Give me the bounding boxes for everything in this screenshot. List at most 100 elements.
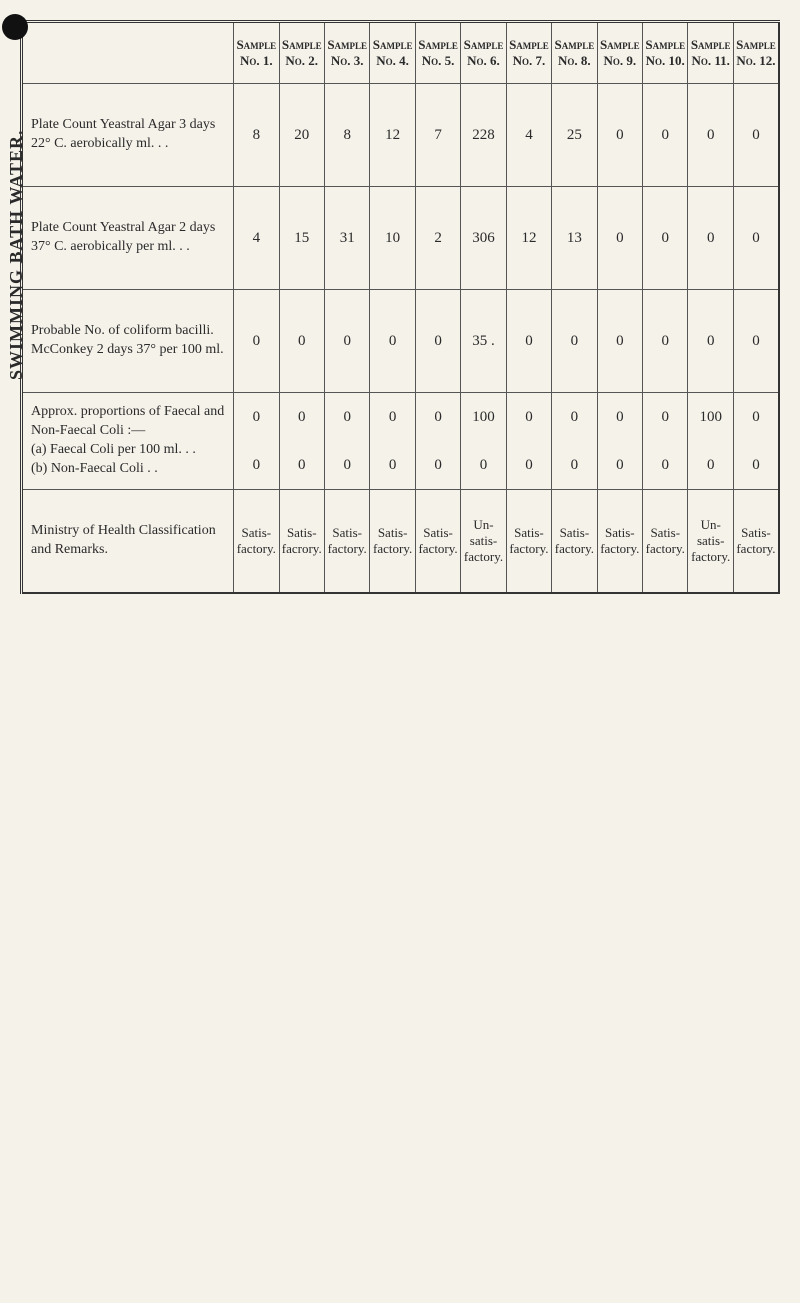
cell: 35 . [461, 290, 506, 393]
col-head: SampleNo. 8. [552, 22, 597, 84]
cell: 0 [733, 187, 779, 290]
cell: 0 [279, 441, 324, 490]
cell: 0 [370, 441, 415, 490]
data-table: SampleNo. 1. SampleNo. 2. SampleNo. 3. S… [20, 20, 780, 594]
cell: 25 [552, 84, 597, 187]
col-head: SampleNo. 11. [688, 22, 733, 84]
cell: 8 [234, 84, 279, 187]
cell: 0 [324, 393, 369, 442]
cell: 0 [461, 441, 506, 490]
cell: 12 [506, 187, 551, 290]
cell: 0 [688, 441, 733, 490]
col-head: SampleNo. 12. [733, 22, 779, 84]
cell: 0 [552, 441, 597, 490]
cell: Un- satis- factory. [461, 490, 506, 594]
col-head: SampleNo. 2. [279, 22, 324, 84]
cell: 0 [234, 290, 279, 393]
cell: 228 [461, 84, 506, 187]
col-head: SampleNo. 9. [597, 22, 642, 84]
cell: 13 [552, 187, 597, 290]
row-head: Approx. proportions of Faecal and Non-Fa… [22, 393, 234, 490]
cell: 0 [506, 290, 551, 393]
col-head: SampleNo. 6. [461, 22, 506, 84]
col-head: SampleNo. 5. [415, 22, 460, 84]
cell: 0 [597, 84, 642, 187]
cell: 0 [733, 84, 779, 187]
cell: 0 [643, 84, 688, 187]
cell: 0 [234, 441, 279, 490]
cell: 10 [370, 187, 415, 290]
cell: 0 [733, 393, 779, 442]
table-row: Approx. proportions of Faecal and Non-Fa… [22, 393, 780, 442]
cell: Satis- factory. [506, 490, 551, 594]
row-head: Plate Count Yeastral Agar 2 days 37° C. … [22, 187, 234, 290]
cell: 0 [415, 290, 460, 393]
classification-row: Ministry of Health Classification and Re… [22, 490, 780, 594]
cell: 0 [688, 187, 733, 290]
table-row: Probable No. of coliform bacilli. McConk… [22, 290, 780, 393]
page-hole-dot [2, 14, 28, 40]
row-head: Plate Count Yeastral Agar 3 days 22° C. … [22, 84, 234, 187]
row-head: Ministry of Health Classification and Re… [22, 490, 234, 594]
cell: 20 [279, 84, 324, 187]
cell: 0 [597, 441, 642, 490]
cell: 0 [597, 187, 642, 290]
side-title: SWIMMING BATH WATER. [6, 129, 27, 380]
cell: Un- satis- factory. [688, 490, 733, 594]
cell: Satis- factory. [552, 490, 597, 594]
cell: Satis- factory. [643, 490, 688, 594]
col-head: SampleNo. 1. [234, 22, 279, 84]
cell: 0 [415, 441, 460, 490]
cell: 0 [234, 393, 279, 442]
cell: 0 [552, 393, 597, 442]
col-head: SampleNo. 7. [506, 22, 551, 84]
cell: Satis- factory. [597, 490, 642, 594]
cell: 0 [506, 393, 551, 442]
cell: 31 [324, 187, 369, 290]
header-row: SampleNo. 1. SampleNo. 2. SampleNo. 3. S… [22, 22, 780, 84]
cell: 0 [733, 290, 779, 393]
cell: 0 [643, 441, 688, 490]
header-blank [22, 22, 234, 84]
cell: 2 [415, 187, 460, 290]
cell: 0 [597, 393, 642, 442]
cell: Satis- factory. [324, 490, 369, 594]
cell: 0 [643, 290, 688, 393]
cell: 0 [688, 84, 733, 187]
cell: 12 [370, 84, 415, 187]
col-head: SampleNo. 10. [643, 22, 688, 84]
cell: 4 [506, 84, 551, 187]
cell: 8 [324, 84, 369, 187]
cell: 0 [415, 393, 460, 442]
cell: 0 [597, 290, 642, 393]
cell: 4 [234, 187, 279, 290]
cell: 100 [688, 393, 733, 442]
cell: 306 [461, 187, 506, 290]
cell: 100 [461, 393, 506, 442]
cell: 7 [415, 84, 460, 187]
cell: Satis- factory. [234, 490, 279, 594]
cell: Satis- factory. [733, 490, 779, 594]
cell: Satis- factory. [370, 490, 415, 594]
cell: Satis- factory. [415, 490, 460, 594]
cell: 0 [279, 290, 324, 393]
cell: 0 [324, 290, 369, 393]
cell: 0 [279, 393, 324, 442]
page: SWIMMING BATH WATER. SampleNo. 1. Sample… [20, 20, 780, 594]
cell: 0 [643, 187, 688, 290]
cell: 0 [688, 290, 733, 393]
cell: Satis- facrory. [279, 490, 324, 594]
cell: 0 [643, 393, 688, 442]
cell: 0 [324, 441, 369, 490]
cell: 15 [279, 187, 324, 290]
cell: 0 [506, 441, 551, 490]
cell: 0 [370, 290, 415, 393]
table-row: Plate Count Yeastral Agar 2 days 37° C. … [22, 187, 780, 290]
col-head: SampleNo. 4. [370, 22, 415, 84]
cell: 0 [552, 290, 597, 393]
table-row: Plate Count Yeastral Agar 3 days 22° C. … [22, 84, 780, 187]
row-head: Probable No. of coliform bacilli. McConk… [22, 290, 234, 393]
cell: 0 [370, 393, 415, 442]
cell: 0 [733, 441, 779, 490]
col-head: SampleNo. 3. [324, 22, 369, 84]
